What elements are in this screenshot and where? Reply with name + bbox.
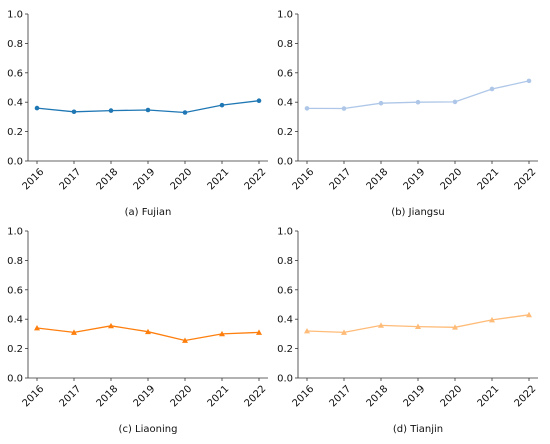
data-point [415, 323, 421, 329]
y-tick-label: 0.8 [7, 39, 23, 50]
y-tick-label: 0.0 [277, 157, 293, 168]
data-point [452, 99, 458, 105]
y-tick-label: 0.4 [7, 315, 23, 326]
data-point [415, 99, 421, 105]
y-tick-label: 0.6 [7, 285, 23, 296]
y-tick-label: 0.2 [277, 127, 293, 138]
data-point [452, 324, 458, 330]
panel-title: (d) Tianjin [392, 424, 444, 435]
x-tick-label: 2022 [513, 167, 539, 193]
data-point [304, 327, 310, 334]
x-tick-label: 2019 [132, 167, 158, 193]
x-tick-label: 2017 [328, 167, 354, 193]
y-tick-label: 1.0 [7, 227, 23, 238]
x-tick-label: 2016 [291, 167, 317, 193]
y-tick-label: 0.8 [277, 39, 293, 50]
y-tick-label: 0.8 [277, 256, 293, 267]
y-tick-label: 0.6 [277, 285, 293, 296]
data-point [526, 78, 532, 84]
x-tick-label: 2021 [206, 167, 232, 193]
x-tick-label: 2016 [21, 384, 47, 410]
x-tick-label: 2021 [206, 384, 232, 410]
data-point [34, 105, 40, 111]
data-point [304, 106, 310, 111]
x-tick-label: 2017 [58, 167, 84, 193]
chart-panel-1: 0.0 0.2 0.4 0.6 0.8 1.0 2016 2017 2018 2019 2020 20… [7, 10, 268, 193]
data-point [256, 329, 262, 335]
y-tick-label: 0.0 [7, 374, 23, 385]
y-tick-label: 0.4 [277, 315, 293, 326]
data-point [108, 322, 114, 329]
x-tick-label: 2020 [169, 167, 195, 193]
panel-title: (b) Jiangsu [391, 207, 445, 218]
x-tick-label: 2022 [513, 384, 539, 410]
y-tick-label: 0.2 [7, 344, 23, 355]
y-tick-label: 0.2 [7, 127, 23, 138]
data-point [145, 107, 151, 113]
y-tick-label: 0.8 [7, 256, 23, 267]
data-point [182, 110, 188, 115]
data-point [378, 322, 384, 328]
x-tick-label: 2017 [328, 384, 354, 410]
data-point [341, 106, 347, 111]
y-tick-label: 0.2 [277, 344, 293, 355]
data-point [526, 311, 532, 318]
data-point [71, 329, 77, 335]
data-point [378, 100, 384, 106]
x-tick-label: 2020 [169, 384, 195, 410]
x-tick-label: 2020 [439, 167, 465, 193]
x-tick-label: 2018 [95, 384, 121, 410]
x-tick-label: 2020 [439, 384, 465, 410]
data-point [71, 109, 77, 115]
data-point [489, 86, 495, 92]
x-tick-label: 2019 [402, 384, 428, 410]
x-tick-label: 2021 [476, 167, 502, 193]
y-tick-label: 0.6 [277, 68, 293, 79]
y-tick-label: 0.0 [7, 157, 23, 168]
x-tick-label: 2017 [58, 384, 84, 410]
x-tick-label: 2022 [243, 384, 269, 410]
panel-title: (c) Liaoning [118, 424, 178, 435]
data-point [341, 329, 347, 335]
data-point [219, 102, 225, 108]
y-tick-label: 0.6 [7, 68, 23, 79]
panel-title: (a) Fujian [124, 207, 172, 218]
y-tick-label: 1.0 [277, 10, 293, 21]
x-tick-label: 2016 [291, 384, 317, 410]
y-tick-label: 0.4 [7, 98, 23, 109]
data-point [182, 337, 188, 343]
x-tick-label: 2019 [402, 167, 428, 193]
y-tick-label: 1.0 [277, 227, 293, 238]
data-point [145, 328, 151, 335]
chart-panel-4: 0.0 0.2 0.4 0.6 0.8 1.0 2016 2017 2018 2019 2020 20… [277, 227, 538, 410]
x-tick-label: 2019 [132, 384, 158, 410]
data-point [34, 325, 40, 331]
y-tick-label: 0.4 [277, 98, 293, 109]
x-tick-label: 2022 [243, 167, 269, 193]
x-tick-label: 2016 [21, 167, 47, 193]
y-tick-label: 0.0 [277, 374, 293, 385]
y-tick-label: 1.0 [7, 10, 23, 21]
data-point [256, 98, 262, 104]
chart-panel-3: 0.0 0.2 0.4 0.6 0.8 1.0 2016 2017 2018 2019 2020 20… [7, 227, 268, 410]
data-point [108, 108, 114, 113]
chart-panel-2: 0.0 0.2 0.4 0.6 0.8 1.0 2016 2017 2018 2019 2020 20… [277, 10, 538, 193]
data-point [219, 330, 225, 337]
data-point [489, 316, 495, 323]
x-tick-label: 2018 [365, 167, 391, 193]
x-tick-label: 2021 [476, 384, 502, 410]
x-tick-label: 2018 [95, 167, 121, 193]
x-tick-label: 2018 [365, 384, 391, 410]
